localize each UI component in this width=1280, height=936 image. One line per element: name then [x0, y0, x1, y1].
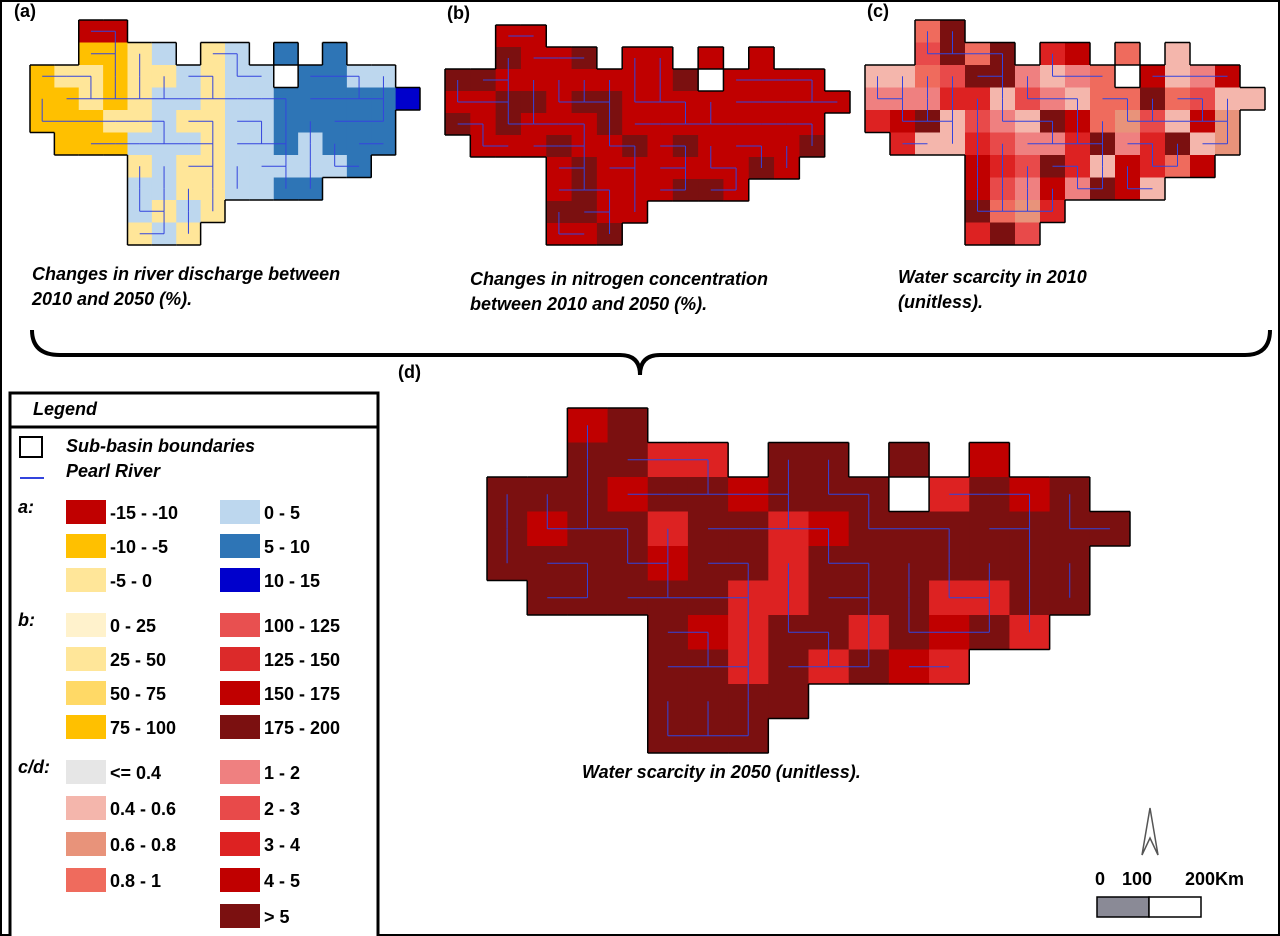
legend-swatch [220, 832, 260, 856]
map-cell [249, 178, 274, 201]
legend-label: 0.6 - 0.8 [110, 835, 176, 855]
legend-label: 2 - 3 [264, 799, 300, 819]
legend-label: 150 - 175 [264, 684, 340, 704]
map-cell [969, 443, 1010, 478]
map-cell [673, 69, 699, 92]
legend-title: Legend [33, 399, 98, 419]
legend-label: 4 - 5 [264, 871, 300, 891]
legend-swatch [66, 796, 106, 820]
map-caption: Water scarcity in 2050 (unitless). [582, 762, 861, 782]
panel-label: (c) [867, 1, 889, 21]
legend-group-key: a: [18, 497, 34, 517]
map-cell [1115, 43, 1141, 66]
legend-swatch [66, 613, 106, 637]
legend-label: 0.4 - 0.6 [110, 799, 176, 819]
map-caption: (unitless). [898, 292, 983, 312]
legend-label: 0.8 - 1 [110, 871, 161, 891]
legend-swatch [220, 681, 260, 705]
legend-swatch [66, 647, 106, 671]
scale-label: 200Km [1185, 869, 1244, 889]
legend-swatch [66, 715, 106, 739]
legend-swatch [66, 500, 106, 524]
map-cell [608, 408, 649, 443]
scale-bar [1097, 897, 1149, 917]
panel-label: (b) [447, 3, 470, 23]
map-cell [54, 133, 79, 156]
legend-label: -10 - -5 [110, 537, 168, 557]
legend-label: 0 - 25 [110, 616, 156, 636]
map-cell [749, 47, 775, 70]
map-caption: between 2010 and 2050 (%). [470, 294, 707, 314]
map-cell [1065, 43, 1091, 66]
legend-swatch [66, 534, 106, 558]
legend-label: 1 - 2 [264, 763, 300, 783]
legend-group-key: c/d: [18, 757, 50, 777]
legend-swatch [220, 647, 260, 671]
map-caption: Changes in nitrogen concentration [470, 269, 768, 289]
map-cell [990, 223, 1016, 246]
legend-label: 75 - 100 [110, 718, 176, 738]
legend-swatch [220, 904, 260, 928]
legend-swatch [220, 760, 260, 784]
scale-label: 100 [1122, 869, 1152, 889]
legend-label: 125 - 150 [264, 650, 340, 670]
map-cell [889, 443, 930, 478]
legend-label: 3 - 4 [264, 835, 300, 855]
map-cell [1240, 88, 1266, 111]
legend-label: 10 - 15 [264, 571, 320, 591]
legend-swatch [66, 832, 106, 856]
legend-label: 5 - 10 [264, 537, 310, 557]
legend-label: -15 - -10 [110, 503, 178, 523]
map-caption: 2010 and 2050 (%). [31, 289, 192, 309]
legend-swatch [220, 613, 260, 637]
figure: Legend Sub-basin boundaries Pearl River … [0, 0, 1280, 936]
legend-label: 25 - 50 [110, 650, 166, 670]
map-caption: Water scarcity in 2010 [898, 267, 1087, 287]
map-cell [768, 684, 809, 719]
map-cell [396, 88, 421, 111]
legend-label: 100 - 125 [264, 616, 340, 636]
map-cell [274, 43, 299, 66]
legend-swatch [66, 760, 106, 784]
map-cell [1165, 43, 1191, 66]
legend-swatch [66, 681, 106, 705]
map-cell [698, 47, 724, 70]
legend-label: -5 - 0 [110, 571, 152, 591]
legend-label: <= 0.4 [110, 763, 161, 783]
legend-label: 0 - 5 [264, 503, 300, 523]
legend-label: 175 - 200 [264, 718, 340, 738]
map-cell [1015, 223, 1041, 246]
legend-label: Pearl River [66, 461, 161, 481]
legend-swatch [220, 868, 260, 892]
legend-label: > 5 [264, 907, 290, 927]
legend-swatch [220, 568, 260, 592]
map-cell [323, 43, 348, 66]
legend-swatch [220, 534, 260, 558]
legend-swatch [220, 796, 260, 820]
legend-swatch [66, 568, 106, 592]
legend-label: 50 - 75 [110, 684, 166, 704]
map-cell [865, 110, 891, 133]
map-cell [1190, 155, 1216, 178]
scale-label: 0 [1095, 869, 1105, 889]
map-caption: Changes in river discharge between [32, 264, 340, 284]
scale-bar [1149, 897, 1201, 917]
map-cell [965, 223, 991, 246]
legend-swatch [66, 868, 106, 892]
legend-swatch [220, 715, 260, 739]
legend-group-key: b: [18, 610, 35, 630]
panel-label: (a) [14, 1, 36, 21]
legend-swatch [220, 500, 260, 524]
panel-label: (d) [398, 362, 421, 382]
legend-label: Sub-basin boundaries [66, 436, 255, 456]
map-cell [152, 43, 177, 66]
